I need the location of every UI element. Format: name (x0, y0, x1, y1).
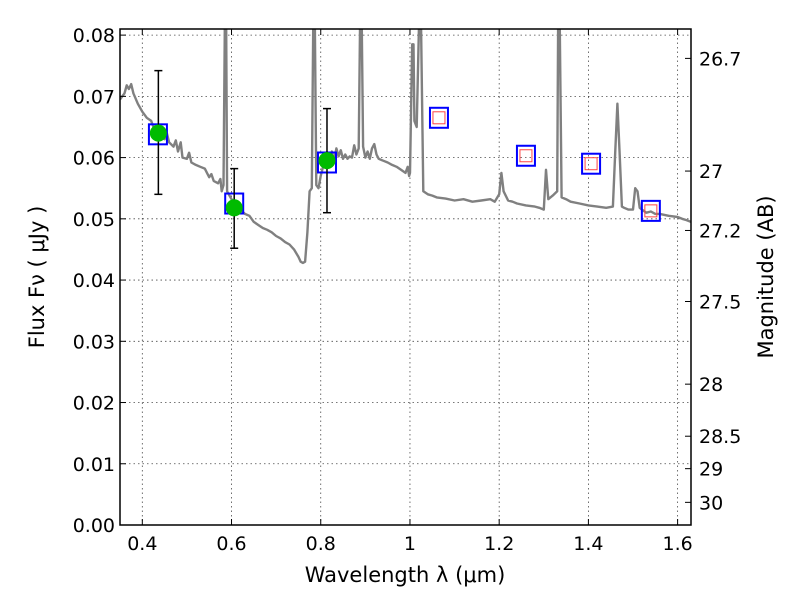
model-band-square (640, 199, 661, 222)
x-tick-label: 1.6 (663, 533, 693, 555)
x-tick-label: 1.2 (484, 533, 514, 555)
right-tick-label: 27.5 (699, 291, 741, 313)
right-tick-label: 28 (699, 374, 723, 396)
y-tick-label: 0.00 (73, 515, 115, 537)
right-tick-label: 28.5 (699, 426, 741, 448)
right-axis-label: Magnitude (AB) (754, 195, 778, 358)
y-tick-label: 0.03 (73, 331, 115, 353)
model-band-inner-square (584, 157, 598, 171)
x-tick-label: 0.4 (127, 533, 157, 555)
plot-frame (119, 28, 692, 526)
x-axis-label: Wavelength λ (μm) (305, 563, 506, 587)
spectrum-line (120, 29, 691, 265)
data-point (149, 124, 167, 142)
y-tick-label: 0.05 (73, 209, 115, 231)
y-tick-label: 0.04 (73, 270, 115, 292)
grid-lines (120, 29, 691, 526)
y-tick-label: 0.08 (73, 25, 115, 47)
y-axis-label: Flux Fν ( μJy ) (25, 206, 49, 349)
x-tick-label: 1.4 (573, 533, 603, 555)
data-point (225, 199, 243, 217)
y-tick-label: 0.02 (73, 393, 115, 415)
right-tick-label: 27.2 (699, 220, 741, 242)
x-tick-label: 0.8 (306, 533, 336, 555)
y-tick-label: 0.07 (73, 86, 115, 108)
right-tick-label: 27 (699, 161, 723, 183)
x-tick-label: 1 (404, 533, 416, 555)
markers (147, 69, 661, 249)
ticks: 0.4 0.6 0.8 1 1.2 1.4 1.6 0.00 0.01 0.02 0.03 0.04 0… (73, 25, 742, 555)
model-band-inner-square (519, 149, 533, 163)
y-tick-label: 0.01 (73, 454, 115, 476)
model-band-inner-square (432, 111, 446, 125)
model-band-square (581, 152, 602, 175)
plot-area (120, 29, 691, 265)
model-band-square (515, 144, 536, 167)
right-tick-label: 26.7 (699, 48, 741, 70)
right-tick-label: 30 (699, 492, 723, 514)
x-tick-label: 0.6 (216, 533, 246, 555)
model-band-inner-square (644, 204, 658, 218)
data-point (318, 152, 336, 170)
y-tick-label: 0.06 (73, 148, 115, 170)
right-tick-label: 29 (699, 459, 723, 481)
model-band-square (428, 106, 449, 129)
